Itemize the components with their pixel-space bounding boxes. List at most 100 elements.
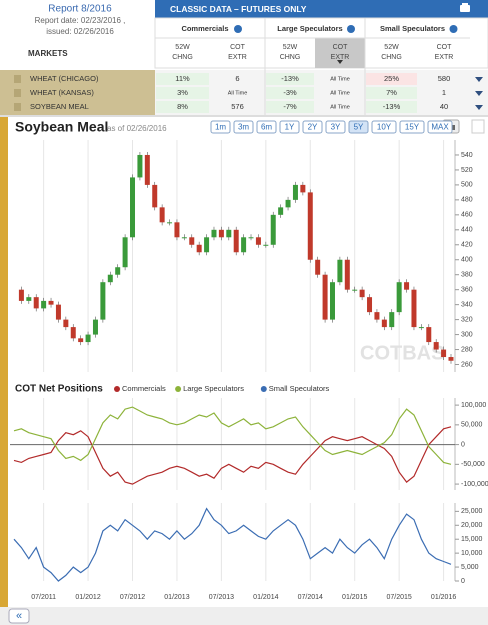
table-cell: 1 bbox=[442, 88, 446, 97]
candle-body bbox=[448, 357, 454, 361]
range-button[interactable] bbox=[279, 120, 300, 134]
candle-body bbox=[100, 282, 106, 320]
row-menu[interactable] bbox=[475, 77, 483, 82]
range-button[interactable] bbox=[302, 120, 323, 134]
legend-label[interactable]: Commercials bbox=[122, 384, 166, 393]
table-cell: All Time bbox=[330, 76, 350, 82]
candle-body bbox=[70, 327, 76, 339]
help-icon[interactable] bbox=[449, 25, 458, 33]
row-menu[interactable] bbox=[475, 91, 483, 96]
candle-body bbox=[285, 199, 291, 208]
range-button[interactable] bbox=[399, 120, 425, 134]
range-button-label[interactable]: 2Y bbox=[308, 123, 318, 132]
y-tick-label: 540 bbox=[461, 152, 473, 159]
range-button[interactable] bbox=[325, 120, 346, 134]
y-tick-label: 20,000 bbox=[461, 522, 483, 529]
range-button[interactable] bbox=[348, 120, 369, 134]
y-tick-label: 0 bbox=[461, 578, 465, 585]
range-button-label[interactable]: 3Y bbox=[331, 123, 341, 132]
candle-body bbox=[433, 342, 439, 350]
range-button-label[interactable]: 15Y bbox=[405, 123, 420, 132]
nav-button[interactable] bbox=[8, 608, 30, 624]
x-tick-label: 07/2011 bbox=[31, 594, 56, 601]
legend-marker[interactable] bbox=[175, 386, 182, 392]
column-header: CHNG bbox=[172, 54, 193, 61]
market-name: SOYBEAN MEAL bbox=[30, 102, 89, 111]
range-button[interactable] bbox=[371, 120, 397, 134]
candle-body bbox=[196, 244, 202, 253]
range-button-label[interactable]: 3m bbox=[238, 123, 249, 132]
range-button[interactable] bbox=[256, 120, 277, 134]
legend-label[interactable]: Small Speculators bbox=[269, 384, 330, 393]
report-number: Report 8/2016 bbox=[48, 4, 112, 15]
candle-body bbox=[85, 334, 91, 343]
candle-body bbox=[115, 267, 121, 275]
candle-body bbox=[374, 312, 380, 320]
candle-body bbox=[137, 154, 143, 178]
candle-body bbox=[411, 289, 417, 328]
range-button-label[interactable]: 10Y bbox=[377, 123, 392, 132]
group-header: Large Speculators bbox=[277, 24, 342, 33]
candle-body bbox=[381, 319, 387, 328]
range-button-label[interactable]: MAX bbox=[431, 123, 449, 132]
table-cell: 3% bbox=[177, 88, 188, 97]
section-title: COT Net Positions bbox=[15, 384, 103, 395]
range-button[interactable] bbox=[427, 120, 453, 134]
help-icon[interactable] bbox=[234, 25, 242, 33]
table-cell: -13% bbox=[281, 74, 299, 83]
y-tick-label: 480 bbox=[461, 197, 473, 204]
row-menu[interactable] bbox=[475, 105, 483, 110]
table-cell: All Time bbox=[228, 90, 248, 96]
y-tick-label: 420 bbox=[461, 242, 473, 249]
column-header: CHNG bbox=[381, 54, 402, 61]
nav-button-label[interactable]: « bbox=[16, 610, 22, 622]
y-tick-label: 500 bbox=[461, 182, 473, 189]
range-button-label[interactable]: 1m bbox=[215, 123, 226, 132]
close-button[interactable] bbox=[471, 119, 485, 134]
candle-body bbox=[174, 222, 180, 238]
y-tick-label: -100,000 bbox=[461, 481, 488, 488]
y-tick-label: 15,000 bbox=[461, 536, 483, 543]
x-tick-label: 01/2016 bbox=[431, 594, 456, 601]
market-name: WHEAT (KANSAS) bbox=[30, 88, 94, 97]
range-button-label[interactable]: 6m bbox=[261, 123, 272, 132]
legend-label[interactable]: Large Speculators bbox=[183, 384, 244, 393]
legend-marker[interactable] bbox=[260, 386, 267, 392]
x-tick-label: 07/2013 bbox=[209, 594, 234, 601]
x-tick-label: 07/2014 bbox=[298, 594, 323, 601]
x-tick-label: 01/2012 bbox=[75, 594, 100, 601]
y-tick-label: 340 bbox=[461, 301, 473, 308]
cell-bg bbox=[366, 87, 417, 99]
y-tick-label: 440 bbox=[461, 227, 473, 234]
candle-body bbox=[233, 229, 239, 253]
footer-bar bbox=[0, 607, 488, 625]
range-button-label[interactable]: 5Y bbox=[354, 123, 364, 132]
candle-body bbox=[159, 207, 165, 223]
cell-bg bbox=[366, 73, 417, 85]
series-line bbox=[13, 426, 452, 485]
candle-body bbox=[181, 237, 187, 239]
as-of-date: as of 02/26/2016 bbox=[107, 124, 167, 133]
table-cell: -13% bbox=[383, 102, 401, 111]
y-tick-label: -50,000 bbox=[461, 461, 485, 468]
cell-bg bbox=[266, 73, 314, 85]
cell-bg bbox=[366, 101, 417, 113]
candle-body bbox=[107, 274, 113, 283]
candle-body bbox=[367, 297, 373, 313]
table-cell: 7% bbox=[386, 88, 397, 97]
x-tick-label: 01/2014 bbox=[253, 594, 278, 601]
help-icon[interactable] bbox=[347, 25, 355, 33]
y-tick-label: 5,000 bbox=[461, 564, 479, 571]
column-header: EXTR bbox=[435, 54, 454, 61]
range-button[interactable] bbox=[210, 120, 231, 134]
legend-marker[interactable] bbox=[114, 386, 120, 392]
candle-body bbox=[263, 244, 269, 246]
cell-bg bbox=[156, 87, 209, 99]
candle-body bbox=[18, 289, 24, 301]
print-icon[interactable] bbox=[460, 3, 470, 12]
range-button-label[interactable]: 1Y bbox=[285, 123, 295, 132]
watermark: COTBAS bbox=[360, 342, 444, 364]
range-button[interactable] bbox=[233, 120, 254, 134]
candle-body bbox=[248, 237, 254, 239]
